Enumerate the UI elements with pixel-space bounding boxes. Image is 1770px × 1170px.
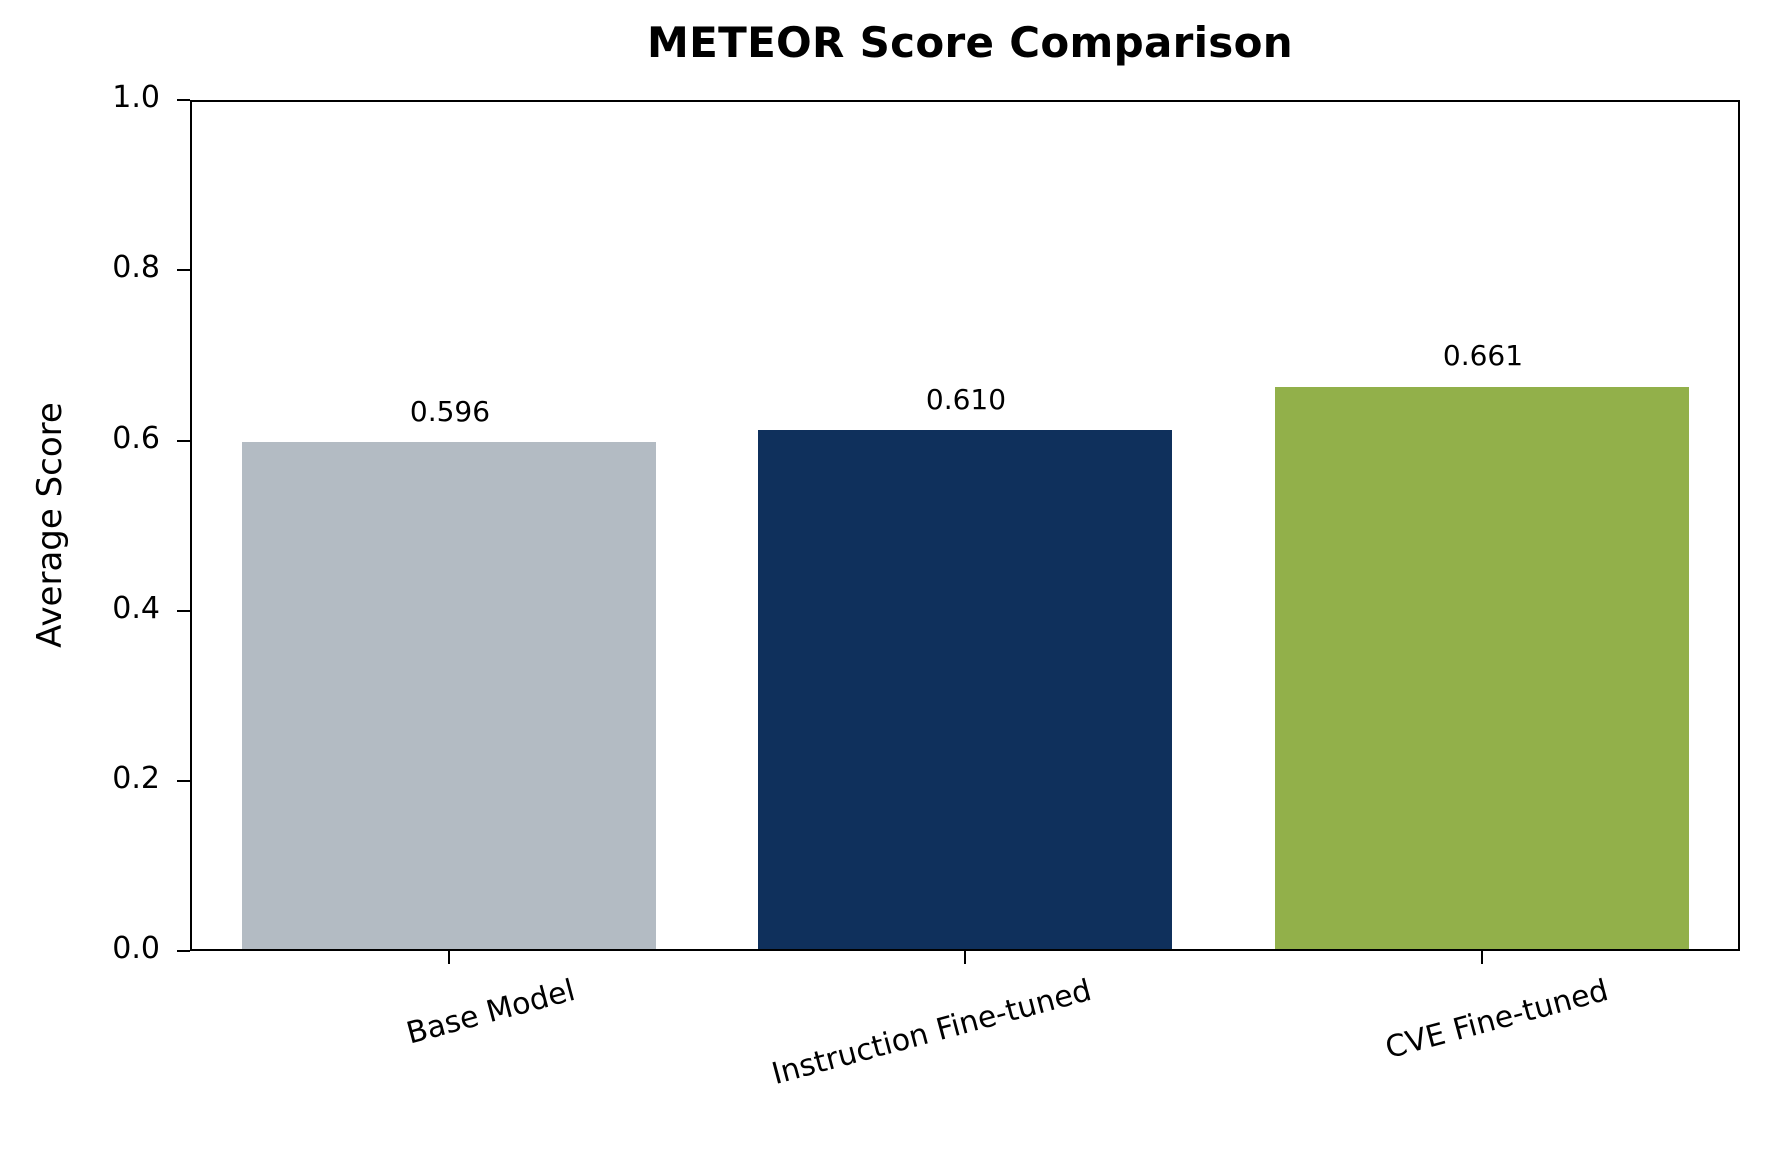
bar-cve-fine-tuned — [1275, 387, 1689, 949]
y-tick — [177, 780, 190, 782]
x-tick — [448, 951, 450, 964]
x-tick-label: Base Model — [403, 973, 580, 1052]
y-tick-label: 0.0 — [112, 931, 160, 966]
y-tick — [177, 99, 190, 101]
y-tick — [177, 610, 190, 612]
y-tick — [177, 950, 190, 952]
bar-value-label: 0.610 — [925, 383, 1007, 416]
x-tick-label: CVE Fine-tuned — [1381, 973, 1613, 1067]
y-tick-label: 0.8 — [112, 250, 160, 285]
x-tick — [964, 951, 966, 964]
y-tick-label: 0.6 — [112, 421, 160, 456]
bar-value-label: 0.661 — [1442, 339, 1524, 372]
y-tick-label: 0.2 — [112, 761, 160, 796]
y-tick-label: 0.4 — [112, 591, 160, 626]
bar-base-model — [242, 442, 656, 949]
x-tick-label: Instruction Fine-tuned — [768, 973, 1096, 1092]
y-tick — [177, 269, 190, 271]
chart-title: METEOR Score Comparison — [647, 18, 1293, 67]
x-tick — [1481, 951, 1483, 964]
plot-area — [190, 100, 1740, 951]
bar-instruction-fine-tuned — [758, 430, 1172, 949]
y-tick-label: 1.0 — [112, 80, 160, 115]
bar-value-label: 0.596 — [409, 395, 491, 428]
y-tick — [177, 440, 190, 442]
